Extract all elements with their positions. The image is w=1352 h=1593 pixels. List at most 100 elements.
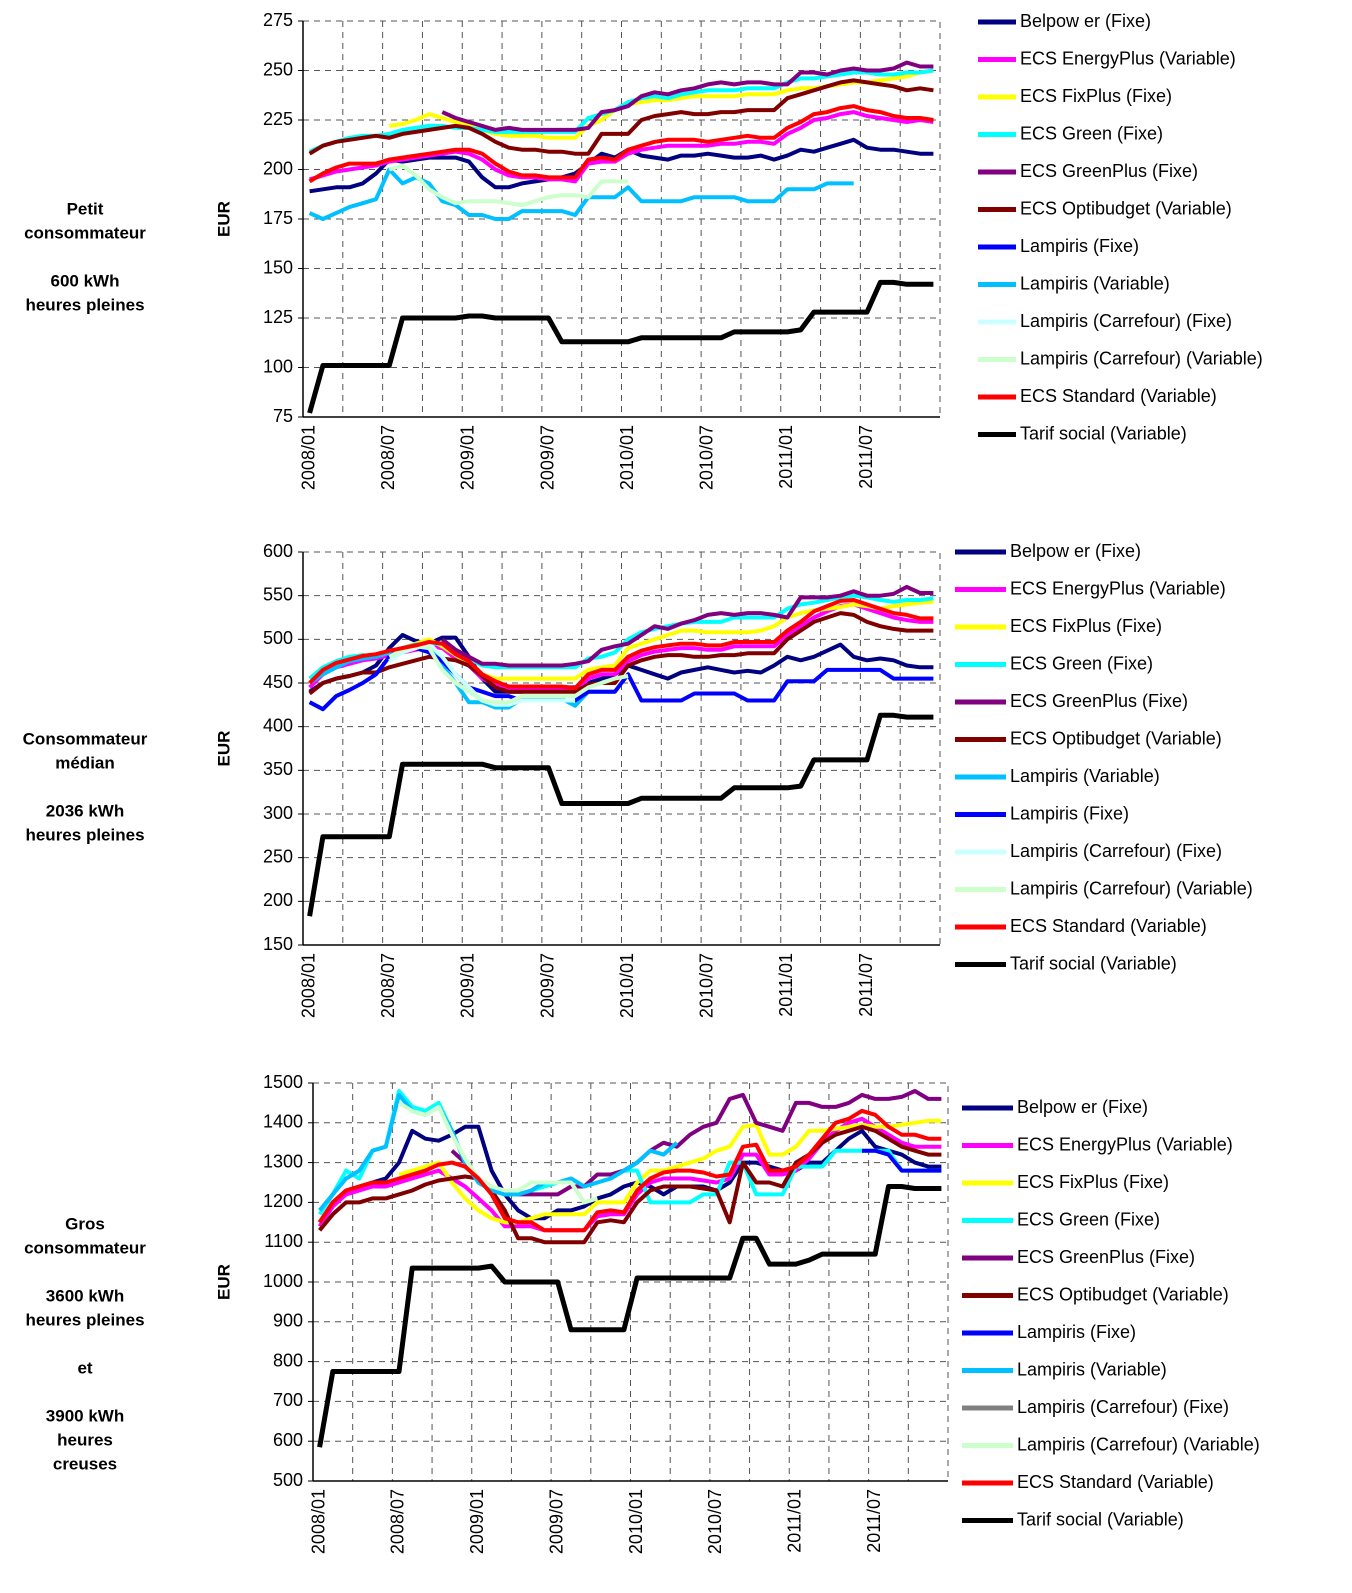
y-tick-label: 100 [263, 356, 293, 376]
side-label: 600 kWh [51, 271, 120, 290]
legend-label: Lampiris (Carrefour) (Variable) [1017, 1434, 1260, 1454]
y-tick-label: 1400 [263, 1112, 303, 1132]
side-label: médian [55, 753, 115, 772]
legend-label: ECS EnergyPlus (Variable) [1020, 48, 1236, 68]
y-tick-label: 225 [263, 109, 293, 129]
legend-label: Lampiris (Variable) [1010, 766, 1160, 786]
legend-label: Belpow er (Fixe) [1010, 541, 1141, 561]
legend-label: Lampiris (Fixe) [1010, 803, 1129, 823]
series-line [450, 1089, 942, 1197]
legend-label: ECS Green (Fixe) [1020, 123, 1163, 143]
legend-label: ECS FixPlus (Fixe) [1010, 616, 1162, 636]
side-label: 2036 kWh [46, 801, 124, 820]
legend-label: ECS Optibudget (Variable) [1010, 728, 1222, 748]
x-tick-label: 2011/07 [856, 425, 876, 489]
y-tick-label: 600 [273, 1430, 303, 1450]
y-tick-label: 1200 [263, 1191, 303, 1211]
legend-label: Tarif social (Variable) [1017, 1509, 1184, 1529]
x-tick-label: 2008/01 [308, 1489, 328, 1554]
x-tick-label: 2008/07 [388, 1489, 408, 1554]
y-axis-label: EUR [214, 731, 233, 767]
x-tick-label: 2009/07 [546, 1489, 566, 1554]
legend-label: Tarif social (Variable) [1020, 423, 1187, 443]
side-label: heures pleines [25, 825, 144, 844]
series-line [308, 611, 934, 696]
legend-label: Lampiris (Carrefour) (Fixe) [1017, 1397, 1229, 1417]
series-line [441, 584, 934, 668]
y-tick-label: 550 [263, 584, 293, 604]
legend-label: Belpow er (Fixe) [1017, 1097, 1148, 1117]
y-tick-label: 800 [273, 1350, 303, 1370]
x-tick-label: 2009/01 [458, 425, 478, 490]
x-tick-label: 2011/07 [864, 1489, 884, 1553]
x-tick-label: 2009/01 [458, 953, 478, 1018]
legend-label: ECS Green (Fixe) [1017, 1209, 1160, 1229]
legend-label: Belpow er (Fixe) [1020, 11, 1151, 31]
side-label: consommateur [24, 1238, 146, 1257]
series-line [308, 598, 934, 691]
y-tick-label: 600 [263, 541, 293, 561]
legend-label: ECS FixPlus (Fixe) [1020, 86, 1172, 106]
legend-label: Lampiris (Carrefour) (Fixe) [1010, 841, 1222, 861]
y-tick-label: 175 [263, 208, 293, 228]
y-tick-label: 1300 [263, 1151, 303, 1171]
series-line [388, 163, 629, 208]
side-label: consommateur [24, 223, 146, 242]
legend-label: ECS Standard (Variable) [1010, 916, 1207, 936]
x-tick-label: 2011/01 [776, 953, 796, 1017]
series-line [398, 1118, 942, 1225]
x-tick-label: 2008/01 [298, 425, 318, 490]
legend-label: Lampiris (Carrefour) (Variable) [1020, 348, 1263, 368]
legend-label: ECS Green (Fixe) [1010, 653, 1153, 673]
y-tick-label: 250 [263, 846, 293, 866]
side-label: et [77, 1358, 92, 1377]
side-label: creuses [53, 1454, 117, 1473]
y-tick-label: 500 [263, 628, 293, 648]
series-line [307, 712, 934, 917]
y-axis-label: EUR [214, 1264, 233, 1300]
legend-label: Lampiris (Fixe) [1020, 236, 1139, 256]
series-line [318, 1124, 942, 1245]
side-label: heures pleines [25, 1310, 144, 1329]
side-label: Consommateur [23, 729, 148, 748]
side-label: 3600 kWh [46, 1286, 124, 1305]
series-line [317, 1108, 942, 1233]
legend-label: Tarif social (Variable) [1010, 953, 1177, 973]
y-tick-label: 150 [263, 257, 293, 277]
y-tick-label: 350 [263, 759, 293, 779]
series-line [318, 1092, 679, 1212]
x-tick-label: 2010/07 [705, 1489, 725, 1554]
legend-label: ECS Standard (Variable) [1020, 386, 1217, 406]
legend-label: Lampiris (Variable) [1020, 273, 1170, 293]
x-tick-label: 2008/07 [378, 425, 398, 490]
y-tick-label: 200 [263, 890, 293, 910]
x-tick-label: 2010/07 [697, 953, 717, 1018]
series-line [388, 644, 629, 705]
y-tick-label: 125 [263, 307, 293, 327]
side-label: 3900 kWh [46, 1406, 124, 1425]
series-line [441, 60, 934, 132]
legend-label: ECS GreenPlus (Fixe) [1010, 691, 1188, 711]
series-line [862, 1148, 942, 1173]
y-tick-label: 275 [263, 10, 293, 30]
y-tick-label: 1100 [264, 1231, 303, 1251]
x-tick-label: 2008/01 [298, 953, 318, 1018]
y-axis-label: EUR [214, 201, 233, 237]
series-line [397, 1101, 598, 1205]
y-tick-label: 900 [273, 1311, 303, 1331]
legend-label: ECS FixPlus (Fixe) [1017, 1172, 1169, 1192]
x-tick-label: 2009/07 [537, 953, 557, 1018]
x-tick-label: 2009/01 [467, 1489, 487, 1554]
x-tick-label: 2010/01 [617, 425, 637, 490]
y-tick-label: 75 [273, 406, 293, 426]
x-tick-label: 2008/07 [378, 953, 398, 1018]
legend-label: Lampiris (Carrefour) (Fixe) [1020, 311, 1232, 331]
y-tick-label: 300 [263, 803, 293, 823]
series-line [308, 167, 854, 221]
side-label: Petit [67, 199, 104, 218]
legend-label: ECS EnergyPlus (Variable) [1010, 578, 1226, 598]
side-label: heures [57, 1430, 113, 1449]
legend-label: ECS Standard (Variable) [1017, 1472, 1214, 1492]
